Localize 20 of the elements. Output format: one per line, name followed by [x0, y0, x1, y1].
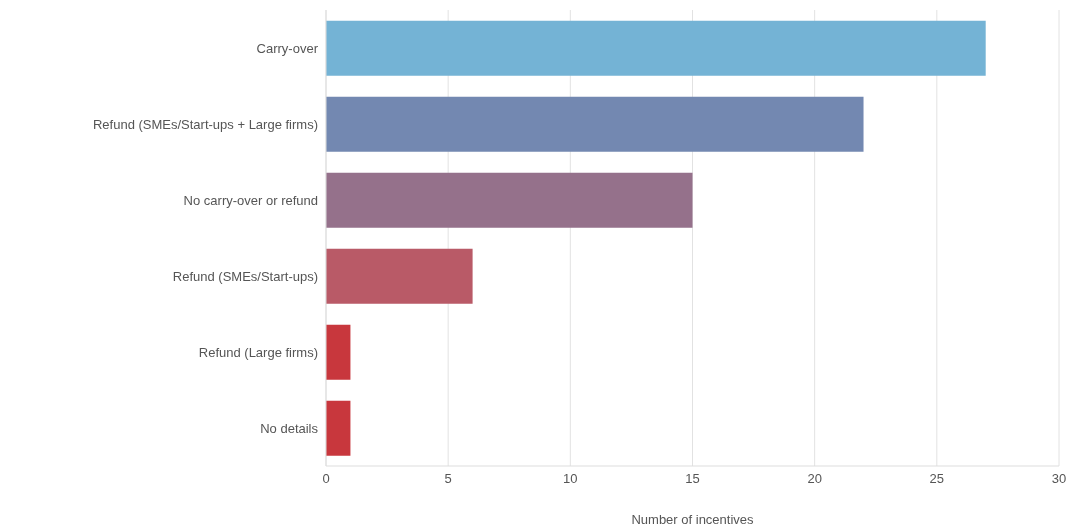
bar — [326, 248, 473, 304]
x-tick-label: 15 — [685, 471, 700, 487]
x-tick-label: 20 — [807, 471, 822, 487]
x-tick-label: 10 — [563, 471, 578, 487]
y-tick-label: No details — [260, 420, 319, 436]
y-tick-label: Refund (SMEs/Start-ups) — [172, 268, 318, 284]
bar — [326, 400, 351, 456]
y-tick-label: Refund (Large firms) — [198, 344, 318, 360]
x-axis-title: Number of incentives — [631, 512, 755, 527]
y-tick-label: Carry-over — [256, 40, 319, 56]
bar — [326, 96, 864, 152]
bar — [326, 172, 693, 228]
bar — [326, 324, 351, 380]
x-tick-label: 0 — [322, 471, 330, 487]
bar — [326, 20, 986, 76]
x-tick-label: 5 — [444, 471, 452, 487]
x-tick-label: 30 — [1051, 471, 1067, 487]
y-tick-label: Refund (SMEs/Start-ups + Large firms) — [92, 116, 318, 132]
y-tick-label: No carry-over or refund — [183, 192, 318, 208]
x-tick-label: 25 — [929, 471, 945, 487]
